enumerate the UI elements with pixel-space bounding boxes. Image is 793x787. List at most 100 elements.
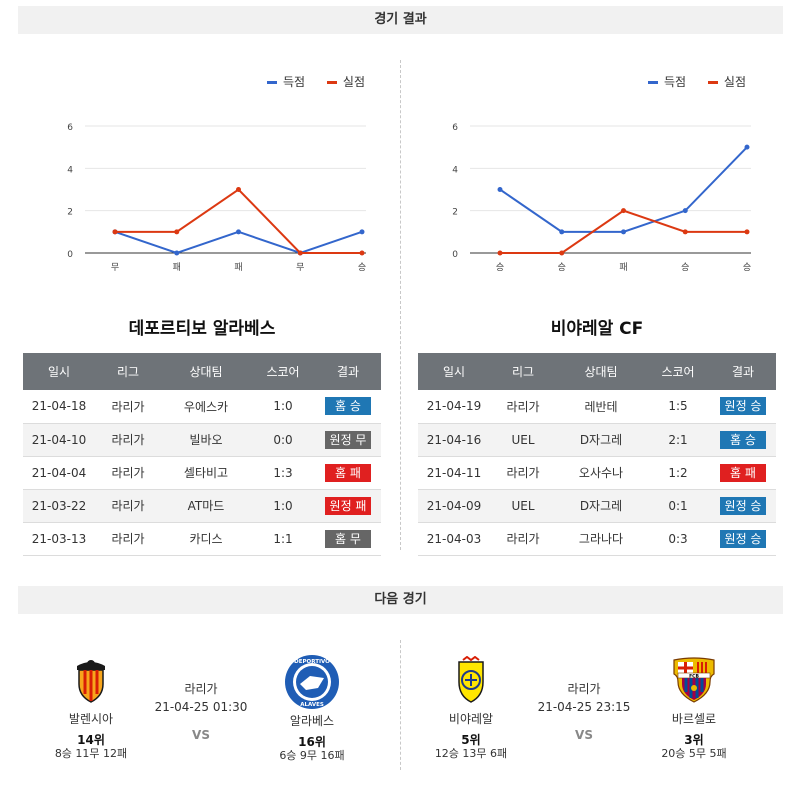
y-tick-label: 2 (452, 208, 458, 218)
result-badge: 홈 무 (325, 529, 371, 548)
cell-score: 1:2 (646, 456, 710, 490)
valencia-crest-icon (67, 656, 115, 704)
legend-conceded: 실점 (326, 75, 365, 89)
result-badge: 홈 승 (720, 430, 766, 449)
cell-date: 21-04-16 (418, 423, 490, 457)
results-section-header: 경기 결과 (18, 6, 783, 34)
result-badge: 홈 패 (720, 463, 766, 482)
cell-result: 원정 무 (315, 423, 381, 457)
team-title-villarreal: 비야레알 CF (550, 319, 644, 339)
result-badge: 원정 패 (325, 496, 371, 515)
alaves-recent-results-table: 일시 리그 상대팀 스코어 결과 21-04-18 라리가 우에스카 1:0 홈 승 21… (23, 353, 381, 556)
cell-date: 21-04-09 (418, 489, 490, 523)
cell-result: 홈 승 (315, 390, 381, 424)
col-header-date: 일시 (418, 353, 490, 390)
y-tick-label: 4 (67, 165, 73, 175)
point-conceded (236, 187, 241, 192)
away-team[interactable]: FCB 바르셀로 3위 20승 5무 5패 (639, 656, 749, 760)
legend-scored: 득점 (267, 75, 305, 89)
table-row: 21-04-11 라리가 오사수나 1:2 홈 패 (418, 456, 776, 490)
next-match-valencia-alaves: 발렌시아 14위 8승 11무 12패 라리가 21-04-25 01:30 V… (18, 640, 398, 780)
cell-date: 21-04-19 (418, 390, 490, 424)
table-row: 21-04-04 라리가 셀타비고 1:3 홈 패 (23, 456, 381, 490)
cell-league: 라리가 (95, 489, 161, 523)
table-row: 21-04-03 라리가 그라나다 0:3 원정 승 (418, 522, 776, 556)
team-name: 발렌시아 (68, 712, 114, 726)
cell-result: 홈 승 (710, 423, 776, 457)
team-rank: 3위 (684, 733, 704, 747)
villarreal-form-chart: 득점 실점 0 2 4 6 승 승 패 승 승 (400, 60, 780, 290)
villarreal-crest-icon (447, 655, 495, 704)
cell-score: 1:1 (251, 522, 315, 556)
series-line-conceded (115, 188, 362, 254)
col-header-opponent: 상대팀 (556, 353, 646, 390)
cell-date: 21-04-03 (418, 522, 490, 556)
alaves-crest-icon: DEPORTIVO ALAVES (284, 654, 340, 710)
cell-opponent: 셀타비고 (161, 456, 251, 490)
cell-league: 라리가 (490, 522, 556, 556)
team-rank: 16위 (298, 735, 326, 749)
alaves-form-chart: 득점 실점 0 2 4 6 무 패 패 무 승 (15, 60, 395, 290)
x-tick-label: 패 (173, 262, 181, 273)
away-team[interactable]: DEPORTIVO ALAVES 알라베스 16위 6승 9무 16패 (257, 654, 367, 762)
column-divider (400, 60, 401, 550)
cell-date: 21-03-13 (23, 522, 95, 556)
svg-text:DEPORTIVO: DEPORTIVO (294, 659, 330, 665)
result-badge: 원정 승 (720, 529, 766, 548)
cell-opponent: AT마드 (161, 489, 251, 523)
cell-result: 홈 패 (315, 456, 381, 490)
home-team[interactable]: 비야레알 5위 12승 13무 6패 (416, 655, 526, 760)
cell-result: 홈 무 (315, 522, 381, 556)
point-conceded (744, 229, 750, 235)
y-tick-label: 0 (452, 250, 458, 260)
next-match-villarreal-barcelona: 비야레알 5위 12승 13무 6패 라리가 21-04-25 23:15 VS… (400, 640, 783, 780)
cell-opponent: 오사수나 (556, 456, 646, 490)
vs-label: VS (575, 728, 593, 742)
point-scored (744, 144, 750, 150)
cell-date: 21-03-22 (23, 489, 95, 523)
col-header-score: 스코어 (251, 353, 315, 390)
match-info: 라리가 21-04-25 23:15 (519, 680, 649, 714)
legend-conceded: 실점 (707, 75, 746, 89)
cell-league: 라리가 (490, 390, 556, 424)
cell-score: 0:0 (251, 423, 315, 457)
cell-league: UEL (490, 489, 556, 523)
line-chart-svg: 0 2 4 6 무 패 패 무 승 (67, 123, 366, 273)
team-record: 8승 11무 12패 (54, 747, 128, 760)
cell-score: 1:5 (646, 390, 710, 424)
cell-result: 원정 패 (315, 489, 381, 523)
home-team[interactable]: 발렌시아 14위 8승 11무 12패 (36, 656, 146, 760)
point-scored (174, 250, 180, 256)
point-scored (559, 229, 565, 235)
match-datetime: 21-04-25 23:15 (537, 700, 631, 714)
col-header-opponent: 상대팀 (161, 353, 251, 390)
x-tick-label: 승 (681, 262, 689, 273)
cell-opponent: 그라나다 (556, 522, 646, 556)
table-row: 21-03-22 라리가 AT마드 1:0 원정 패 (23, 489, 381, 523)
point-scored (682, 208, 688, 214)
barcelona-crest-icon: FCB (670, 656, 718, 704)
match-info: 라리가 21-04-25 01:30 (136, 680, 266, 714)
team-name: 비야레알 (448, 712, 494, 726)
col-header-score: 스코어 (646, 353, 710, 390)
team-record: 12승 13무 6패 (434, 747, 508, 760)
point-conceded (174, 229, 180, 235)
table-row: 21-04-16 UEL D자그레 2:1 홈 승 (418, 423, 776, 457)
result-badge: 홈 승 (325, 397, 371, 416)
y-tick-label: 2 (67, 208, 73, 218)
x-tick-label: 패 (619, 262, 627, 273)
result-badge: 원정 승 (720, 496, 766, 515)
column-divider (400, 640, 401, 770)
point-conceded (497, 250, 503, 256)
point-conceded (682, 229, 688, 235)
x-tick-label: 승 (558, 262, 566, 273)
series-line-scored (114, 230, 363, 255)
point-scored (497, 187, 503, 192)
cell-score: 2:1 (646, 423, 710, 457)
match-league: 라리가 (184, 682, 218, 696)
point-conceded (112, 229, 118, 235)
point-conceded (559, 250, 565, 256)
team-name: 바르셀로 (671, 712, 717, 726)
point-scored (359, 229, 365, 235)
cell-league: UEL (490, 423, 556, 457)
